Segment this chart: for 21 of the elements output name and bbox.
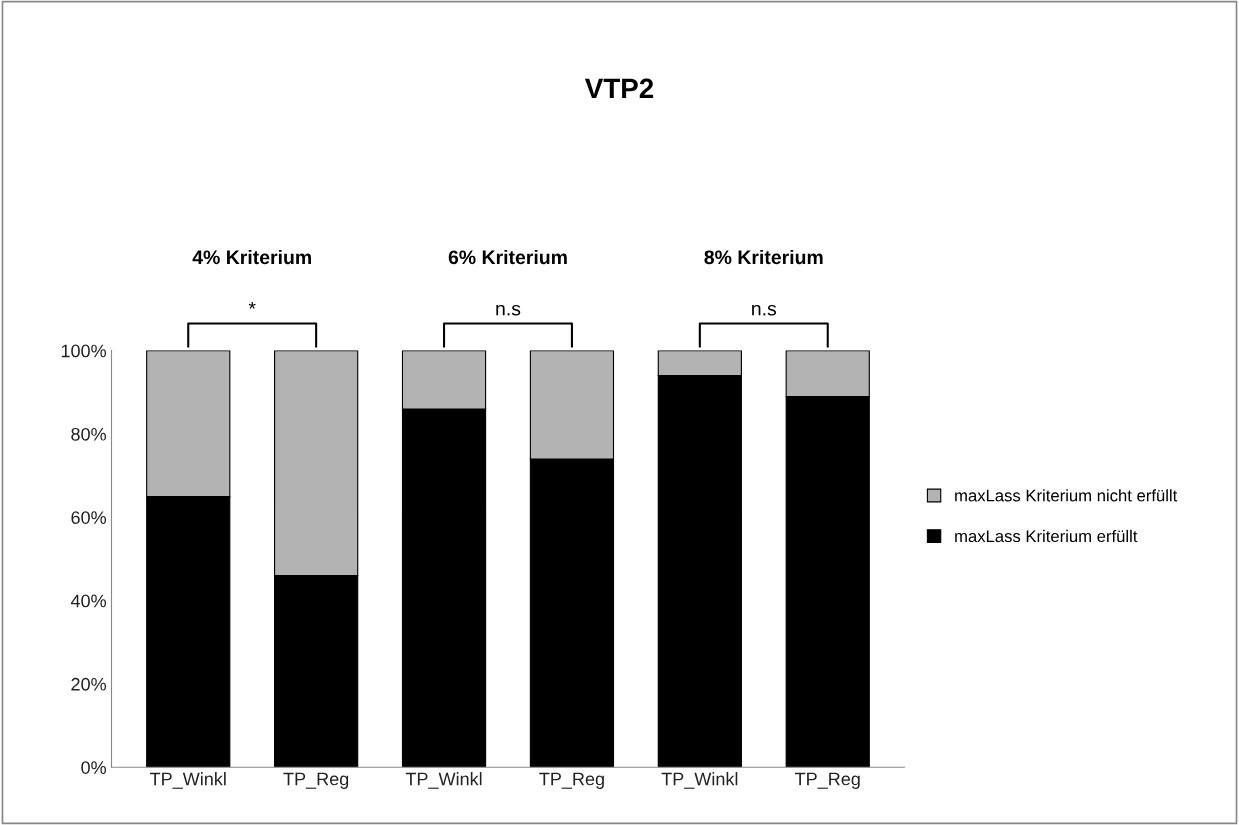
x-tick-label: TP_Reg [539,772,604,789]
y-tick-label: 100% [61,344,107,358]
x-tick-label: TP_Winkl [661,772,738,789]
text: 4% Kriterium [192,249,311,265]
x-tick-label: TP_Winkl [150,772,226,789]
text: n.s [496,304,521,316]
y-tick-label: 80% [71,427,107,441]
x-tick-label: TP_Reg [283,772,349,789]
x-tick-label: TP_Winkl [405,772,482,789]
legend-label: maxLass Kriterium erfüllt [955,529,1138,543]
y-tick-label: 20% [71,677,107,691]
text: n.s [752,304,777,316]
legend-label: maxLass Kriterium nicht erfüllt [955,489,1178,502]
text: 6% Kriterium [448,249,567,265]
text: * [248,301,256,309]
text: 8% Kriterium [704,249,823,265]
y-tick-label: 60% [71,511,107,524]
y-tick-label: 0% [81,761,107,774]
chart-title: VTP2 [584,78,654,98]
x-tick-label: TP_Reg [795,772,860,789]
y-tick-label: 40% [70,594,107,608]
